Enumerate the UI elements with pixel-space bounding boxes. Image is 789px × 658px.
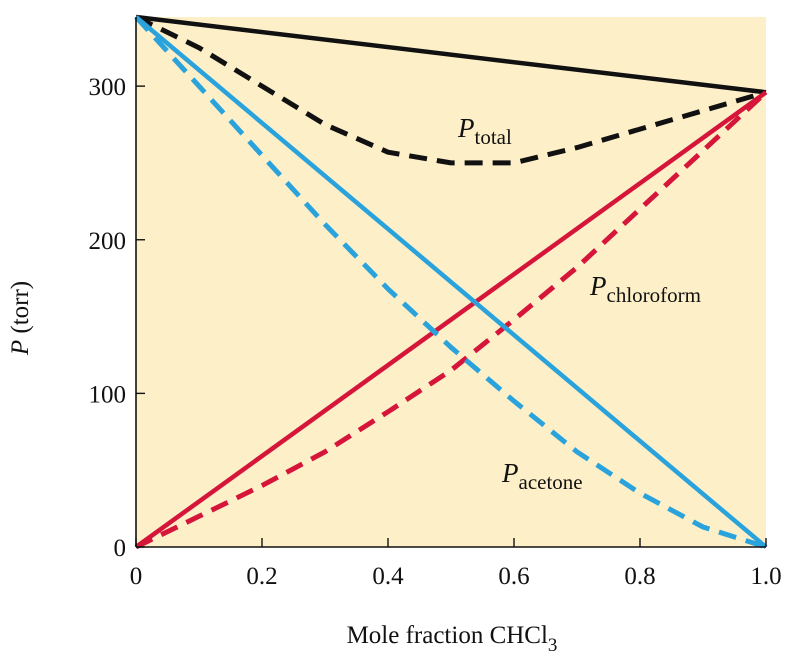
y-axis-title: P (torr) [7, 281, 34, 356]
x-axis-title-main: Mole fraction CHCl [347, 622, 548, 649]
x-tick-label: 0.6 [498, 563, 529, 590]
y-tick-label: 300 [89, 74, 127, 101]
series-label-subscript: acetone [519, 470, 583, 494]
y-tick-label: 200 [89, 228, 127, 255]
series-label-subscript: total [475, 125, 512, 149]
x-tick-label: 0.8 [624, 563, 655, 590]
series-label-symbol: P [501, 458, 519, 488]
x-axis-title: Mole fraction CHCl3 [347, 622, 558, 656]
series-total-real-line [134, 14, 767, 166]
x-tick-label: 1.0 [750, 563, 781, 590]
x-tick-label: 0 [130, 563, 143, 590]
series-label-total-real: Ptotal [457, 113, 512, 149]
series-label-symbol: P [457, 113, 475, 143]
series-label-subscript: chloroform [607, 283, 701, 307]
ticks-layer: 0 0.2 0.4 0.6 0.8 1.0 0 100 200 300 [89, 74, 782, 590]
y-tick-label: 100 [89, 381, 127, 408]
series-chloroform-ideal-line [134, 90, 768, 549]
y-tick-label: 0 [114, 535, 127, 562]
series-acetone-real-line [134, 15, 767, 550]
series-total-ideal-line [135, 14, 767, 95]
series-label-symbol: P [589, 271, 607, 301]
series-label-acetone-real: Pacetone [501, 458, 583, 494]
x-axis-title-subscript: 3 [548, 635, 558, 656]
x-tick-label: 0.4 [372, 563, 404, 590]
series-chloroform-real-line [134, 90, 768, 550]
x-tick-label: 0.2 [246, 563, 277, 590]
y-axis-title-unit: (torr) [7, 281, 34, 340]
series-acetone-ideal-line [134, 15, 768, 549]
series-label-chloroform-real: Pchloroform [589, 271, 701, 307]
series-layer [134, 14, 768, 550]
y-axis-title-symbol: P [7, 340, 34, 356]
axes-layer [135, 17, 766, 548]
